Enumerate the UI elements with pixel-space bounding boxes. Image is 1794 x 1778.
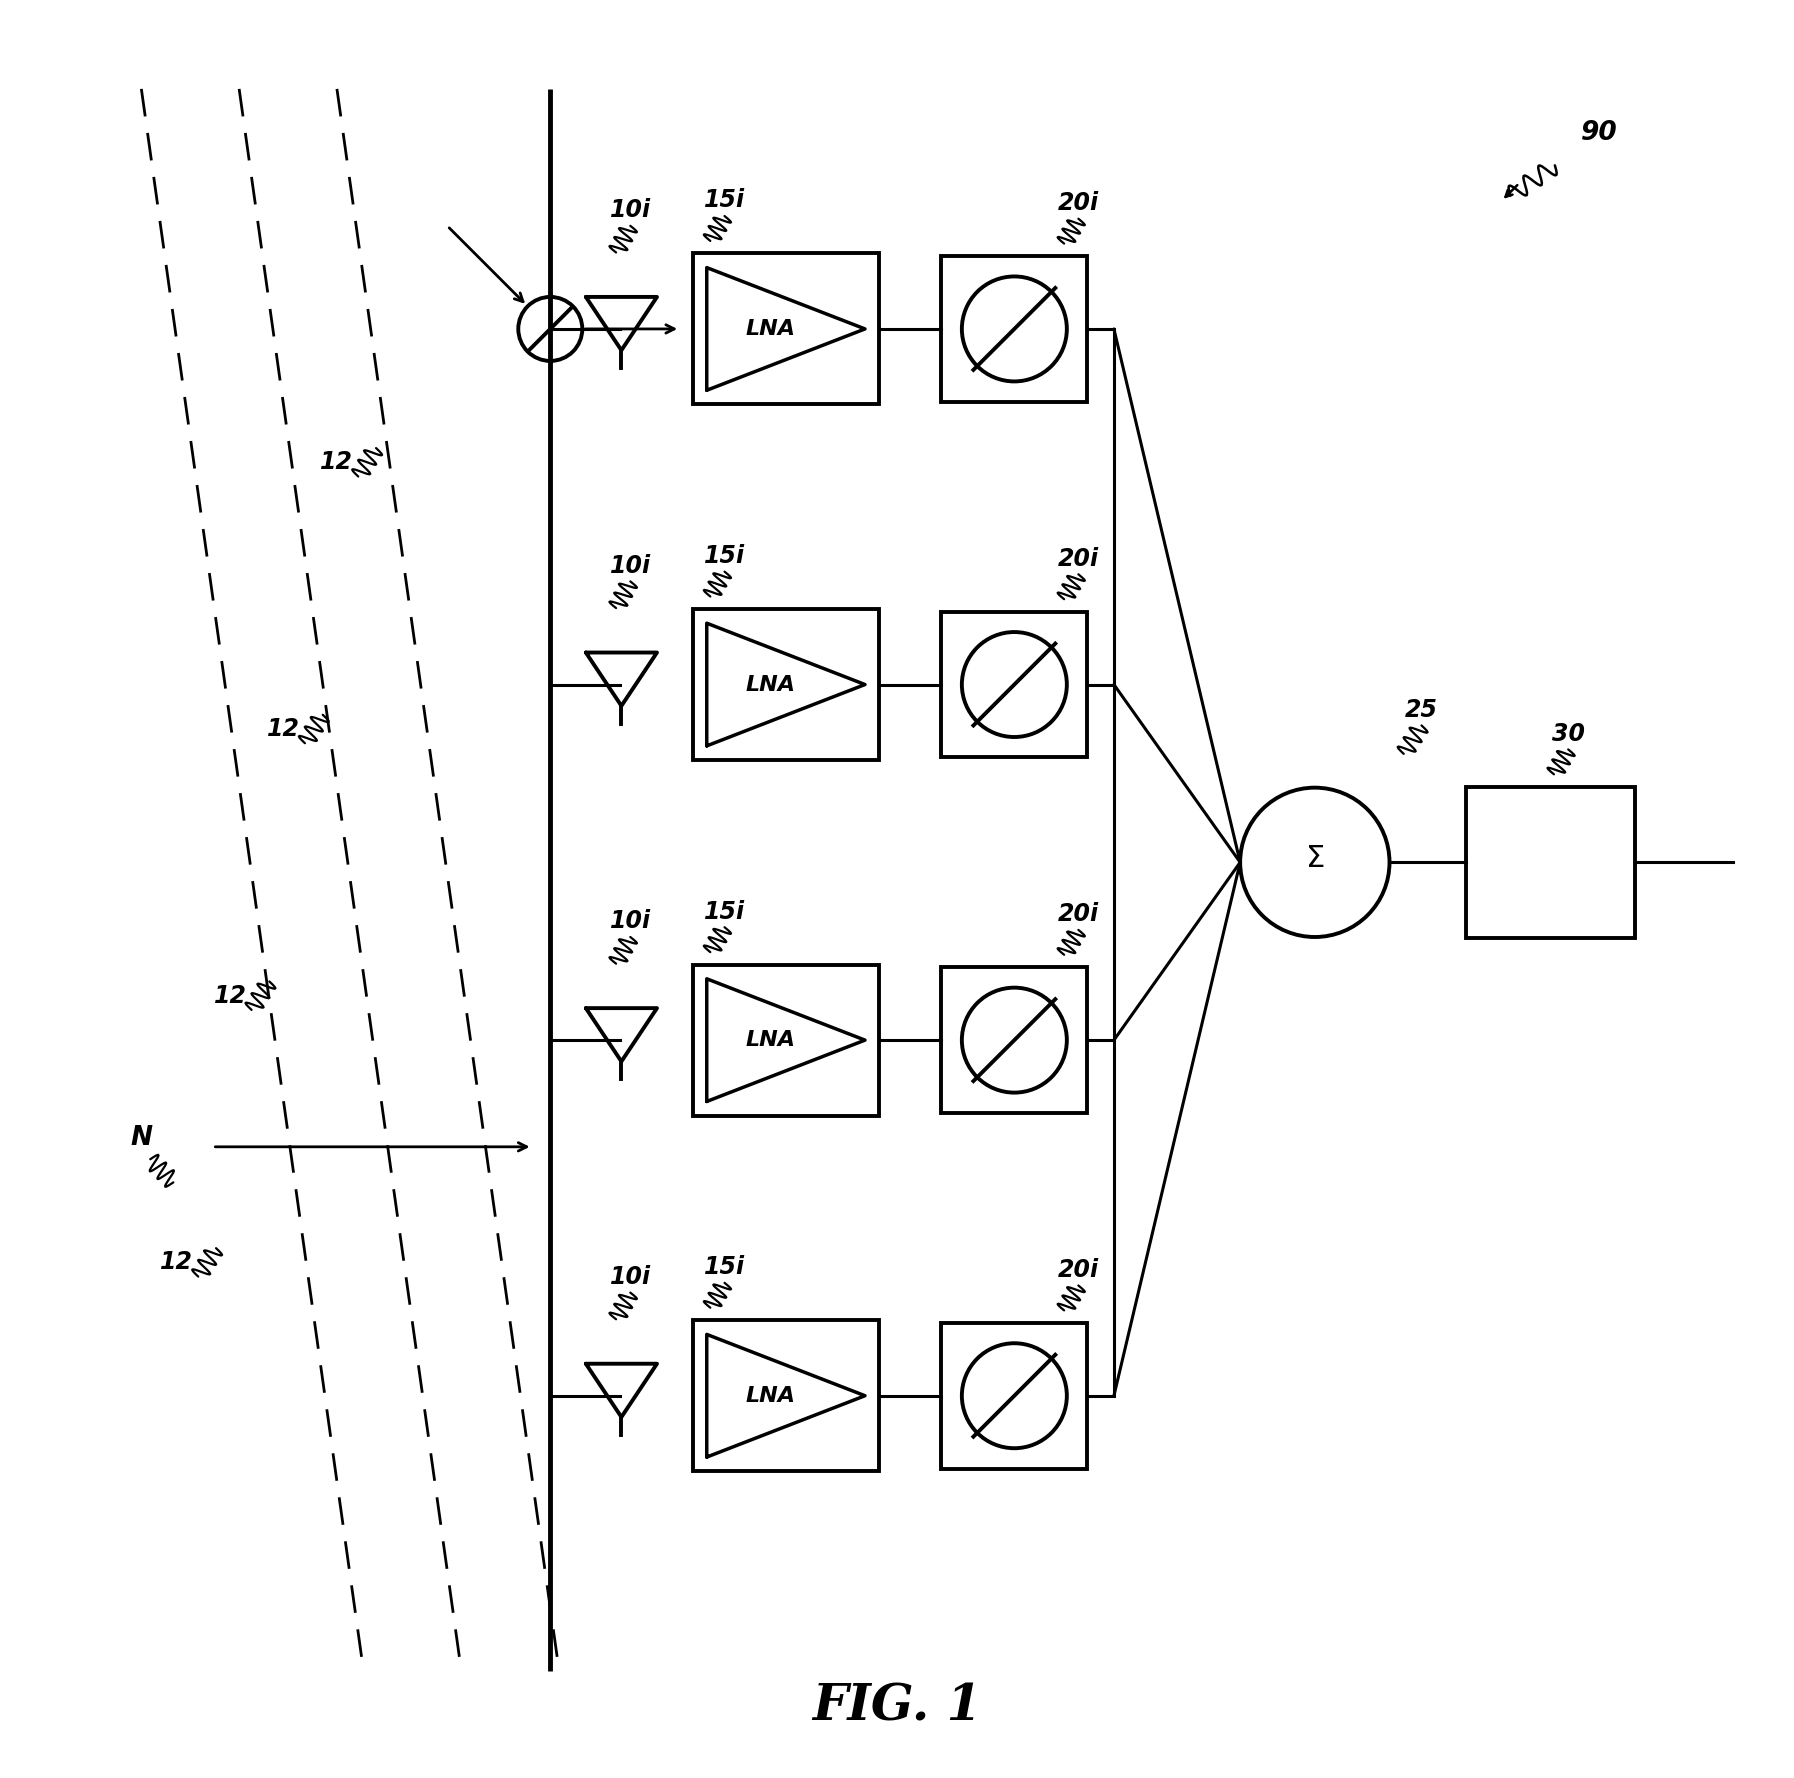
Text: 30: 30 [1552, 722, 1584, 747]
Text: LNA: LNA [746, 674, 797, 695]
Text: 12: 12 [321, 450, 353, 475]
Bar [692, 964, 879, 1117]
Bar [692, 1319, 879, 1472]
Text: 15i: 15i [703, 900, 745, 925]
Text: $\Sigma$: $\Sigma$ [1306, 845, 1324, 873]
Text: FIG. 1: FIG. 1 [813, 1682, 981, 1732]
Text: 15i: 15i [703, 544, 745, 569]
Text: 12: 12 [213, 983, 248, 1008]
Bar [942, 256, 1087, 402]
Text: 10i: 10i [610, 199, 651, 222]
Bar [942, 1323, 1087, 1469]
Text: 10i: 10i [610, 1266, 651, 1289]
Text: 15i: 15i [703, 188, 745, 213]
Text: 20i: 20i [1058, 1259, 1100, 1282]
Bar [1466, 788, 1634, 939]
Text: 12: 12 [160, 1250, 194, 1275]
Text: 25: 25 [1405, 699, 1439, 722]
Text: 10i: 10i [610, 910, 651, 933]
Text: 12: 12 [267, 717, 300, 741]
Text: LNA: LNA [746, 1029, 797, 1051]
Text: 20i: 20i [1058, 192, 1100, 215]
Text: 20i: 20i [1058, 903, 1100, 926]
Bar [942, 612, 1087, 757]
Text: LNA: LNA [746, 318, 797, 340]
Text: 90: 90 [1581, 121, 1618, 146]
Bar [692, 254, 879, 405]
Bar [692, 608, 879, 761]
Text: LNA: LNA [746, 1385, 797, 1406]
Text: 10i: 10i [610, 555, 651, 578]
Text: 15i: 15i [703, 1255, 745, 1280]
Text: N: N [131, 1125, 152, 1150]
Bar [942, 967, 1087, 1113]
Text: 20i: 20i [1058, 548, 1100, 571]
